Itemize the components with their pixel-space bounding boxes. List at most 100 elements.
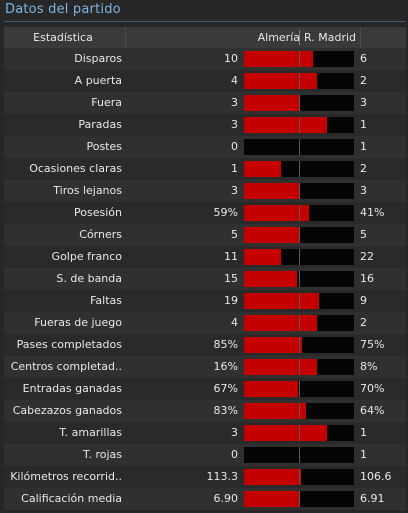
bar-midline (299, 139, 300, 155)
comparison-bar (244, 469, 354, 485)
away-value: 1 (360, 448, 367, 461)
bar-midline (299, 381, 300, 397)
stat-row: Fueras de juego 4 2 (4, 312, 406, 334)
bar-midline (299, 161, 300, 177)
stat-row: Kilómetros recorrid.. 113.3 106.6 (4, 466, 406, 488)
home-value: 0 (231, 140, 238, 153)
away-value: 1 (360, 140, 367, 153)
comparison-bar (244, 381, 354, 397)
comparison-bar (244, 161, 354, 177)
stat-label: Postes (86, 140, 122, 153)
comparison-bar (244, 271, 354, 287)
away-value: 9 (360, 294, 367, 307)
bar-midline (299, 491, 300, 507)
header-away-team: R. Madrid (304, 31, 357, 44)
stat-label: Disparos (74, 52, 122, 65)
home-value: 67% (213, 382, 238, 395)
header-divider (360, 27, 361, 48)
away-value: 6.91 (360, 492, 385, 505)
stat-row: Faltas 19 9 (4, 290, 406, 312)
title-divider (4, 21, 405, 22)
home-value: 11 (224, 250, 238, 263)
comparison-bar (244, 403, 354, 419)
stat-row: Fuera 3 3 (4, 92, 406, 114)
home-value: 6.90 (213, 492, 239, 505)
stat-row: Ocasiones claras 1 2 (4, 158, 406, 180)
bar-midline (299, 227, 300, 243)
comparison-bar (244, 337, 354, 353)
bar-midline (299, 447, 300, 463)
stat-label: S. de banda (56, 272, 122, 285)
away-value: 2 (360, 74, 367, 87)
stat-row: Córners 5 5 (4, 224, 406, 246)
stat-label: Calificación media (21, 492, 122, 505)
home-share-fill (244, 337, 303, 353)
stat-label: Posesión (74, 206, 122, 219)
home-value: 5 (231, 228, 238, 241)
comparison-bar (244, 249, 354, 265)
home-share-fill (244, 359, 318, 375)
stat-row: T. rojas 0 1 (4, 444, 406, 466)
away-value: 41% (360, 206, 385, 219)
home-share-fill (244, 271, 298, 287)
away-value: 1 (360, 118, 367, 131)
comparison-bar (244, 73, 354, 89)
bar-midline (299, 271, 300, 287)
stat-label: Golpe franco (51, 250, 122, 263)
comparison-bar (244, 183, 354, 199)
bar-midline (299, 51, 300, 67)
home-share-fill (244, 249, 281, 265)
away-value: 16 (360, 272, 374, 285)
bar-midline (299, 249, 300, 265)
home-share-fill (244, 293, 319, 309)
away-value: 75% (360, 338, 385, 351)
stat-label: Ocasiones claras (29, 162, 122, 175)
home-share-fill (244, 183, 299, 199)
home-value: 85% (213, 338, 238, 351)
away-value: 106.6 (360, 470, 392, 483)
stat-row: Cabezazos ganados 83% 64% (4, 400, 406, 422)
home-value: 59% (213, 206, 238, 219)
bar-midline (299, 425, 300, 441)
away-value: 70% (360, 382, 385, 395)
bar-midline (299, 315, 300, 331)
stat-row: Disparos 10 6 (4, 48, 406, 70)
stat-row: Calificación media 6.90 6.91 (4, 488, 406, 510)
stat-row: Postes 0 1 (4, 136, 406, 158)
comparison-bar (244, 293, 354, 309)
stat-label: Centros completad.. (10, 360, 122, 373)
away-value: 1 (360, 426, 367, 439)
bar-midline (299, 95, 300, 111)
away-value: 6 (360, 52, 367, 65)
away-value: 64% (360, 404, 385, 417)
home-share-fill (244, 425, 327, 441)
bar-midline (299, 117, 300, 133)
home-value: 15 (224, 272, 238, 285)
comparison-bar (244, 425, 354, 441)
stat-row: T. amarillas 3 1 (4, 422, 406, 444)
stat-row: Golpe franco 11 22 (4, 246, 406, 268)
home-share-fill (244, 403, 307, 419)
comparison-bar (244, 315, 354, 331)
home-value: 3 (231, 118, 238, 131)
away-value: 3 (360, 184, 367, 197)
stat-row: Tiros lejanos 3 3 (4, 180, 406, 202)
home-share-fill (244, 117, 327, 133)
comparison-bar (244, 205, 354, 221)
stat-label: Córners (79, 228, 122, 241)
stat-row: S. de banda 15 16 (4, 268, 406, 290)
stat-row: Entradas ganadas 67% 70% (4, 378, 406, 400)
away-value: 5 (360, 228, 367, 241)
stat-row: Centros completad.. 16% 8% (4, 356, 406, 378)
stat-label: A puerta (74, 74, 122, 87)
comparison-bar (244, 95, 354, 111)
bar-midline (299, 293, 300, 309)
home-value: 3 (231, 426, 238, 439)
stat-label: Tiros lejanos (53, 184, 122, 197)
stat-label: Paradas (78, 118, 122, 131)
stats-table: Estadística Almería R. Madrid Disparos 10… (4, 27, 406, 510)
home-value: 113.3 (206, 470, 239, 483)
away-value: 3 (360, 96, 367, 109)
home-share-fill (244, 73, 318, 89)
